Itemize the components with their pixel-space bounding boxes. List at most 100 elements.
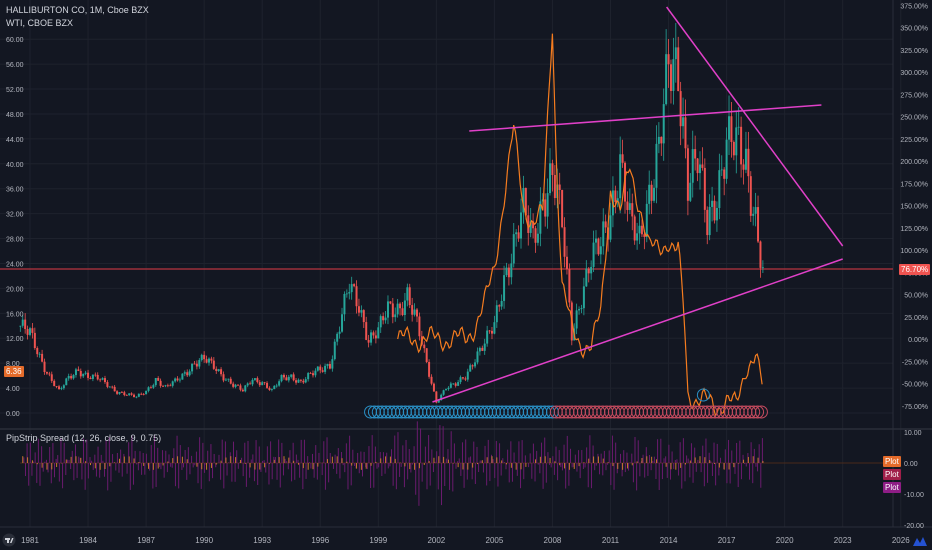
time-axis-label: 1990 bbox=[195, 536, 213, 545]
candle-body bbox=[268, 387, 271, 390]
candle-body bbox=[198, 360, 201, 367]
oscillator-legend[interactable]: PipStrip Spread (12, 26, close, 9, 0.75) bbox=[6, 433, 162, 443]
right-axis-label: 150.00% bbox=[900, 204, 928, 211]
candle-body bbox=[116, 391, 119, 394]
candle-body bbox=[406, 287, 409, 301]
trendlines bbox=[432, 6, 844, 403]
settings-icon[interactable] bbox=[912, 535, 928, 547]
candle-body bbox=[176, 378, 179, 381]
wti-line bbox=[397, 33, 763, 417]
candle-body bbox=[24, 319, 27, 330]
candle-body bbox=[128, 393, 131, 396]
candle-body bbox=[145, 390, 148, 395]
candle-body bbox=[544, 199, 547, 217]
candle-body bbox=[314, 370, 317, 376]
candle-body bbox=[374, 335, 377, 339]
candle-body bbox=[744, 148, 747, 170]
candle-body bbox=[152, 385, 155, 388]
candle-body bbox=[413, 309, 416, 315]
left-axis-label: 40.00 bbox=[6, 162, 24, 169]
candle-body bbox=[297, 379, 300, 383]
candle-body bbox=[261, 382, 264, 386]
candle-body bbox=[307, 373, 310, 380]
candle-body bbox=[29, 328, 31, 335]
candle-body bbox=[321, 370, 324, 372]
signal-bubble bbox=[747, 405, 761, 419]
candle-body bbox=[563, 227, 566, 257]
candle-body bbox=[737, 126, 740, 128]
candle-body bbox=[529, 221, 532, 233]
candle-body bbox=[626, 201, 629, 210]
candle-body bbox=[594, 238, 597, 243]
time-axis-label: 2017 bbox=[718, 536, 736, 545]
candle-body bbox=[423, 344, 426, 349]
candle-body bbox=[551, 163, 554, 176]
candle-body bbox=[343, 293, 346, 315]
candle-body bbox=[631, 203, 634, 217]
time-axis-label: 2014 bbox=[660, 536, 678, 545]
candle-body bbox=[505, 267, 508, 276]
candle-body bbox=[174, 378, 177, 382]
candle-body bbox=[169, 385, 172, 387]
candle-body bbox=[725, 139, 728, 179]
candle-body bbox=[67, 376, 70, 379]
candle-body bbox=[244, 385, 247, 392]
candle-body bbox=[154, 377, 157, 386]
candle-body bbox=[186, 372, 189, 376]
osc-plot-tag-2: Plot bbox=[883, 469, 901, 480]
candle-body bbox=[512, 234, 515, 264]
candle-body bbox=[481, 347, 484, 351]
time-axis-label: 1993 bbox=[253, 536, 271, 545]
osc-plot-tag-1: Plot bbox=[883, 456, 901, 467]
candle-body bbox=[133, 394, 136, 398]
candle-body bbox=[416, 309, 418, 317]
candle-body bbox=[655, 143, 658, 188]
candle-body bbox=[628, 203, 631, 210]
right-axis-label: 25.00% bbox=[904, 315, 928, 322]
candle-body bbox=[353, 284, 356, 287]
candle-body bbox=[285, 377, 288, 381]
right-axis-label: 125.00% bbox=[900, 226, 928, 233]
overlay-series-legend[interactable]: WTI, CBOE BZX bbox=[6, 18, 74, 28]
candle-body bbox=[89, 377, 92, 379]
candle-body bbox=[517, 232, 520, 239]
candle-body bbox=[669, 64, 672, 91]
candle-body bbox=[674, 47, 677, 60]
candle-body bbox=[619, 154, 622, 199]
candle-body bbox=[684, 117, 687, 149]
candle-body bbox=[711, 200, 714, 207]
time-axis-label: 2026 bbox=[892, 536, 910, 545]
candle-body bbox=[464, 378, 467, 380]
time-axis-label: 2008 bbox=[544, 536, 562, 545]
right-axis-label: 0.00% bbox=[908, 337, 928, 344]
time-axis-label: 2023 bbox=[834, 536, 852, 545]
candle-body bbox=[437, 400, 440, 403]
candle-body bbox=[754, 207, 757, 214]
candle-body bbox=[270, 389, 273, 390]
left-axis-label: 4.00 bbox=[6, 386, 20, 393]
candle-body bbox=[454, 383, 457, 386]
candle-body bbox=[82, 373, 85, 377]
axes: 60.00 56.00 52.00 48.00 44.00 40.00 36.00 32.00… bbox=[6, 3, 928, 545]
candle-body bbox=[220, 369, 223, 375]
candle-body bbox=[224, 379, 227, 381]
right-axis-label: 275.00% bbox=[900, 92, 928, 99]
candle-body bbox=[461, 377, 464, 379]
left-axis-label: 24.00 bbox=[6, 261, 24, 268]
candle-body bbox=[706, 209, 709, 236]
candle-body bbox=[587, 268, 590, 274]
candle-body bbox=[382, 316, 385, 321]
osc-axis-label: -10.00 bbox=[904, 492, 924, 499]
candle-body bbox=[62, 385, 65, 389]
candle-body bbox=[645, 203, 648, 237]
main-series-legend[interactable]: HALLIBURTON CO, 1M, Cboe BZX bbox=[6, 5, 149, 15]
candle-body bbox=[459, 377, 462, 383]
candle-body bbox=[41, 353, 44, 362]
candle-body bbox=[370, 332, 373, 343]
candle-body bbox=[694, 149, 697, 159]
candle-body bbox=[742, 164, 745, 170]
candle-body bbox=[309, 373, 312, 374]
tradingview-logo-icon[interactable] bbox=[2, 533, 16, 547]
